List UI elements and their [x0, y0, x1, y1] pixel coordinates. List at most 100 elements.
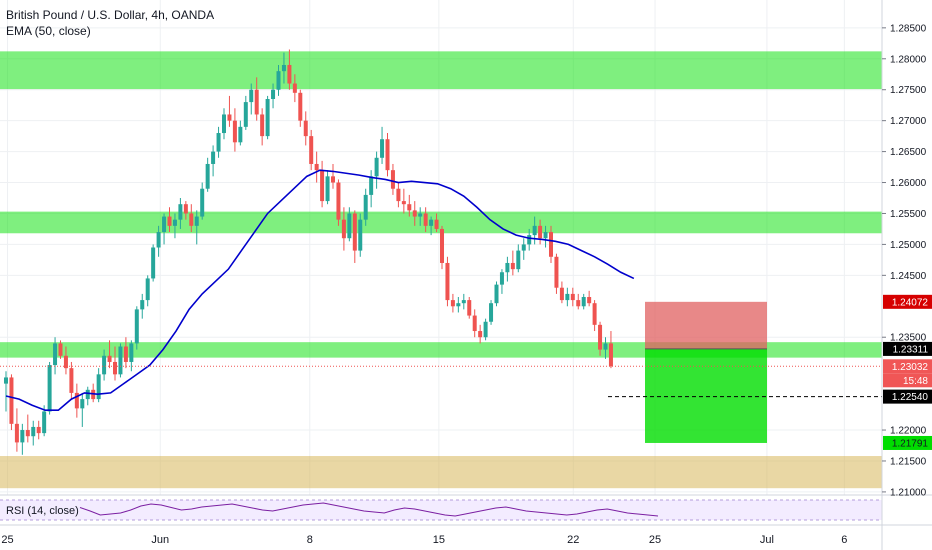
target-zone [645, 348, 767, 443]
candle-body [543, 232, 548, 239]
candle-body [489, 303, 494, 322]
candle-body [156, 232, 161, 248]
candle-body [189, 213, 194, 226]
ema-path [5, 169, 635, 412]
candle-body [494, 284, 499, 304]
position-tool[interactable] [645, 301, 767, 443]
candle-body [412, 210, 417, 217]
candle-body [396, 188, 401, 202]
candle-body [216, 133, 221, 152]
candle-body [385, 139, 390, 171]
price-tick-label: 1.28500 [890, 23, 927, 34]
candle-body [510, 262, 515, 270]
price-label-text-entry: 1.23311 [893, 344, 929, 355]
candle-body [341, 219, 346, 239]
candle-body [581, 297, 586, 307]
price-labels: 1.24072 1.23311 1.23032 15:48 1.22540 1.21791 [883, 294, 932, 450]
candle-body [559, 287, 564, 301]
price-label-text-target: 1.21791 [892, 438, 929, 449]
time-tick-label: 8 [307, 534, 313, 546]
zone-resistance-top [0, 51, 882, 90]
symbol-title[interactable]: British Pound / U.S. Dollar, 4h, OANDA [6, 8, 215, 22]
time-axis[interactable]: 25 Jun 8 15 22 25 Jul 6 [1, 534, 847, 546]
candle-body [178, 204, 183, 220]
price-label-entry [883, 341, 932, 356]
rsi-pane [0, 494, 932, 526]
price-tick-label: 1.23500 [890, 333, 927, 344]
ema-title[interactable]: EMA (50, close) [6, 24, 91, 38]
candle-body [14, 423, 19, 443]
price-tick-label: 1.28000 [890, 54, 927, 65]
candle-body [69, 368, 74, 393]
time-tick-label: 25 [1, 534, 13, 546]
candle-body [450, 300, 455, 307]
time-tick-label: 22 [567, 534, 579, 546]
candle-body [260, 114, 265, 137]
candle-body [227, 114, 232, 121]
candle-body [598, 324, 603, 350]
candle-body [47, 365, 52, 412]
candle-body [369, 176, 374, 195]
candle-body [472, 315, 477, 332]
time-tick-label: Jun [151, 534, 169, 546]
candle-body [554, 256, 559, 288]
candle-body [363, 194, 368, 220]
candle-body [25, 430, 30, 437]
candle-body [336, 182, 341, 220]
candle-body [254, 89, 259, 115]
candle-body [265, 99, 270, 137]
candle-body [352, 213, 357, 251]
time-tick-label: 15 [433, 534, 445, 546]
zone-support-low [0, 456, 882, 489]
candle-body [129, 343, 134, 362]
price-tick-label: 1.24500 [890, 271, 927, 282]
candle-body [505, 262, 510, 273]
candle-body [53, 343, 58, 366]
candle-body [31, 426, 36, 437]
price-lines [0, 365, 882, 398]
price-label-text-stop: 1.24072 [892, 297, 929, 308]
candle-body [407, 204, 412, 211]
candle-body [194, 216, 199, 226]
rsi-title[interactable]: RSI (14, close) [6, 505, 79, 517]
candle-body [320, 170, 325, 202]
time-tick-label: 6 [841, 534, 847, 546]
candle-body [592, 303, 597, 325]
candle-body [249, 89, 254, 103]
candles [4, 49, 613, 455]
candle-body [151, 247, 156, 279]
candle-body [222, 114, 226, 134]
candle-body [440, 228, 444, 263]
candle-body [418, 213, 423, 217]
candle-body [276, 71, 281, 90]
candle-body [298, 92, 303, 121]
price-label-text-countdown: 15:48 [903, 376, 928, 387]
candle-body [358, 219, 363, 251]
candle-body [331, 176, 335, 183]
price-tick-label: 1.25000 [890, 240, 927, 251]
candle-body [570, 293, 575, 301]
price-label-countdown [883, 373, 932, 388]
candle-body [380, 139, 385, 158]
candle-body [325, 176, 330, 202]
candle-body [63, 355, 68, 369]
candle-body [309, 136, 314, 164]
candle-body [134, 309, 139, 344]
price-axis[interactable]: 1.28500 1.28000 1.27500 1.27000 1.26500 1.260… [881, 0, 927, 550]
price-label-hline [883, 389, 932, 404]
rsi-line [79, 502, 659, 517]
sr-zones [0, 51, 882, 489]
candle-body [445, 262, 450, 301]
candle-body [145, 278, 150, 301]
candle-body [172, 219, 177, 226]
candle-body [549, 232, 553, 257]
candle-body [429, 219, 434, 226]
candle-body [162, 216, 167, 233]
price-label-text-hline: 1.22540 [892, 392, 929, 403]
candle-body [281, 64, 286, 72]
candle-body [243, 102, 248, 127]
candle-body [80, 399, 85, 409]
price-tick-label: 1.21000 [890, 487, 927, 498]
candle-body [9, 377, 14, 424]
